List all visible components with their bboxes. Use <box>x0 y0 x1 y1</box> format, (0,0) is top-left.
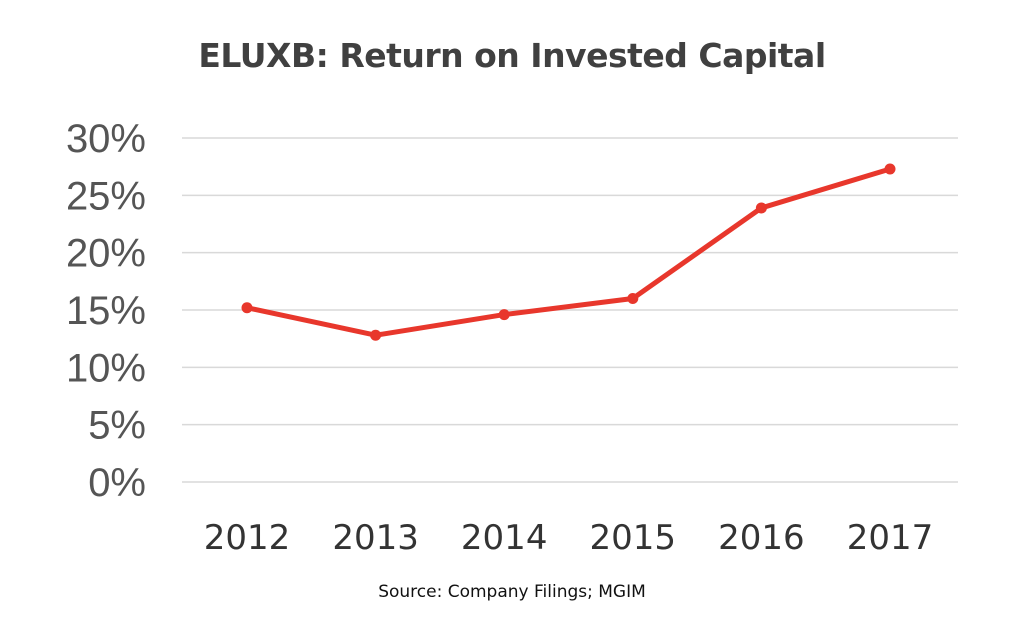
x-tick-label: 2016 <box>718 518 805 558</box>
series <box>241 163 896 341</box>
data-point <box>370 329 382 341</box>
x-axis-ticks: 2012 2013 2014 2015 2016 2017 <box>204 518 934 558</box>
x-tick-label: 2012 <box>204 518 291 558</box>
chart-title: ELUXB: Return on Invested Capital <box>198 36 826 75</box>
data-point <box>884 163 896 175</box>
y-tick-label: 10% <box>66 346 146 390</box>
y-tick-label: 25% <box>66 174 146 218</box>
x-tick-label: 2014 <box>461 518 548 558</box>
data-point <box>241 302 253 314</box>
data-point <box>627 293 639 305</box>
y-tick-label: 20% <box>66 232 146 276</box>
series-line <box>244 166 893 338</box>
chart-source-note: Source: Company Filings; MGIM <box>378 582 646 602</box>
y-tick-label: 30% <box>66 117 146 161</box>
x-tick-label: 2015 <box>590 518 677 558</box>
data-point <box>755 202 767 214</box>
y-tick-label: 5% <box>88 404 146 448</box>
gridlines <box>182 137 958 483</box>
data-point <box>498 309 510 321</box>
y-tick-label: 15% <box>66 289 146 333</box>
y-axis-ticks: 0% 5% 10% 15% 20% 25% 30% <box>66 117 146 505</box>
x-tick-label: 2013 <box>332 518 419 558</box>
y-tick-label: 0% <box>88 461 146 505</box>
x-tick-label: 2017 <box>847 518 934 558</box>
